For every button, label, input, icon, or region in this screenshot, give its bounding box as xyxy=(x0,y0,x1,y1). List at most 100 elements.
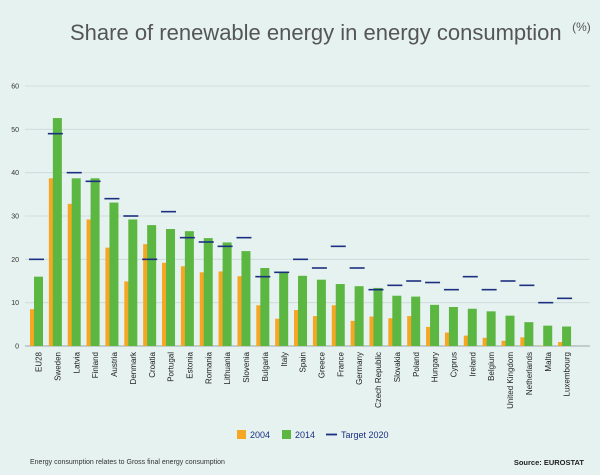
y-tick-label: 60 xyxy=(11,84,19,91)
category-label: Romania xyxy=(204,351,213,384)
bar-2014 xyxy=(505,315,515,346)
bar-2004 xyxy=(30,309,36,346)
legend-swatch-2004 xyxy=(237,430,246,439)
bar-2004 xyxy=(86,219,93,346)
bar-2014 xyxy=(467,308,477,346)
bar-2014 xyxy=(52,118,62,346)
bar-2014 xyxy=(222,242,232,346)
bar-2014 xyxy=(543,325,553,346)
chart-title: Share of renewable energy in energy cons… xyxy=(70,20,591,45)
legend-label-2004: 2004 xyxy=(250,430,270,440)
bar-2004 xyxy=(256,305,263,346)
bar-2014 xyxy=(486,311,496,346)
chart-title-text: Share of renewable energy in energy cons… xyxy=(70,20,562,45)
category-label: Greece xyxy=(318,351,327,378)
bars xyxy=(30,118,572,346)
source-label: Source: EUROSTAT xyxy=(514,458,585,467)
bar-2004 xyxy=(331,305,338,346)
bar-2004 xyxy=(218,271,225,346)
footnote: Energy consumption relates to Gross fina… xyxy=(30,459,225,466)
bar-2004 xyxy=(162,262,169,346)
bar-2004 xyxy=(124,281,131,346)
category-label: Finland xyxy=(91,352,100,378)
category-label: United Kingdom xyxy=(506,352,515,409)
category-label: Poland xyxy=(412,352,421,377)
bar-2004 xyxy=(463,335,470,346)
bar-2004 xyxy=(482,337,489,346)
bar-2004 xyxy=(501,340,508,346)
category-labels: EU28 Sweden Latvia Finland Austria Denmark Cro… xyxy=(35,351,572,409)
bar-2014 xyxy=(90,178,100,346)
category-label: Hungary xyxy=(431,352,440,382)
category-label: Slovakia xyxy=(393,351,402,382)
category-label: Denmark xyxy=(129,351,138,384)
category-label: Germany xyxy=(355,352,364,385)
bar-2014 xyxy=(335,284,345,346)
y-tick-label: 40 xyxy=(11,170,19,177)
legend-swatch-2014 xyxy=(282,430,291,439)
bar-2014 xyxy=(71,178,81,346)
bar-2014 xyxy=(316,279,326,346)
category-label: Sweden xyxy=(53,352,62,381)
bar-2004 xyxy=(275,318,282,346)
bar-2014 xyxy=(392,295,402,346)
bar-2004 xyxy=(558,342,565,346)
gridlines xyxy=(25,85,590,347)
bar-2004 xyxy=(520,337,527,346)
category-label: Croatia xyxy=(148,351,157,377)
y-axis-ticks: 0 10 20 30 40 50 60 xyxy=(11,84,19,351)
bar-2004 xyxy=(388,318,395,346)
bar-2014 xyxy=(448,307,458,346)
target-markers xyxy=(29,132,573,304)
bar-2014 xyxy=(34,276,43,346)
bar-2004 xyxy=(237,276,244,346)
category-label: Slovenia xyxy=(242,351,251,382)
y-tick-label: 10 xyxy=(11,300,19,307)
y-tick-label: 50 xyxy=(11,127,19,134)
bar-2014 xyxy=(128,219,138,346)
bar-2004 xyxy=(67,203,74,346)
bar-2004 xyxy=(350,320,357,346)
bar-2004 xyxy=(199,272,206,346)
bar-2004 xyxy=(105,247,112,346)
category-label: Austria xyxy=(110,351,119,376)
category-label: Luxembourg xyxy=(563,352,572,396)
y-tick-label: 0 xyxy=(15,344,19,351)
bar-2004 xyxy=(180,266,187,346)
category-label: Bulgaria xyxy=(261,351,270,381)
bar-2014 xyxy=(203,238,213,346)
category-label: Estonia xyxy=(185,351,194,378)
legend-label-2014: 2014 xyxy=(295,430,315,440)
bar-2014 xyxy=(279,271,289,346)
bar-2014 xyxy=(260,268,270,346)
category-label: Belgium xyxy=(487,352,496,381)
bar-2014 xyxy=(411,296,421,346)
category-label: Lithuania xyxy=(223,351,232,384)
category-label: Portugal xyxy=(167,352,176,382)
y-tick-label: 20 xyxy=(11,257,19,264)
bar-2014 xyxy=(147,225,157,346)
category-label: Spain xyxy=(299,352,308,372)
bar-2004 xyxy=(48,178,55,346)
bar-2014 xyxy=(241,251,251,346)
category-label: Czech Republic xyxy=(374,352,383,408)
bar-2004 xyxy=(312,316,319,346)
bar-2004 xyxy=(407,316,414,346)
bar-2014 xyxy=(430,304,440,346)
category-label: Netherlands xyxy=(525,352,534,395)
legend: 2004 2014 Target 2020 xyxy=(237,430,389,440)
bar-2014 xyxy=(184,231,194,346)
bar-2014 xyxy=(562,326,572,346)
bar-2004 xyxy=(426,326,433,346)
bar-2014 xyxy=(373,287,383,346)
chart-title-unit: (%) xyxy=(572,20,591,34)
category-label: Latvia xyxy=(72,351,81,373)
category-label: France xyxy=(336,351,345,376)
bar-2014 xyxy=(524,322,534,346)
bar-2004 xyxy=(444,332,451,346)
bar-2004 xyxy=(143,244,150,346)
category-label: Italy xyxy=(280,352,289,367)
category-label: Ireland xyxy=(468,352,477,376)
y-tick-label: 30 xyxy=(11,214,19,221)
